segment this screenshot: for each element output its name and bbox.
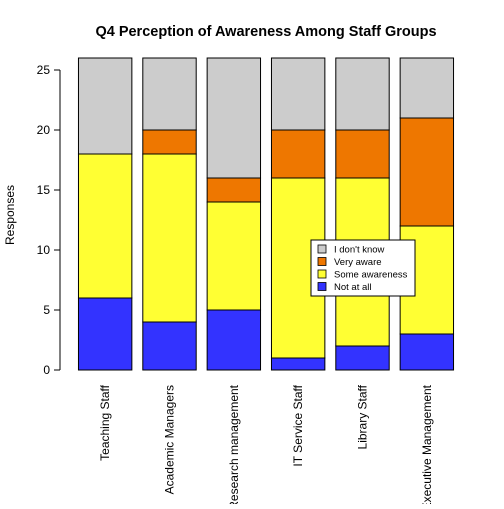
bar-segment (270, 357, 326, 371)
y-tick-label: 15 (37, 183, 51, 197)
bar-segment (335, 57, 390, 131)
y-tick-label: 20 (37, 123, 51, 137)
legend-label: Very aware (334, 257, 382, 268)
bar-segment (142, 129, 197, 155)
x-tick-label: Research management (227, 384, 241, 504)
bar-segment (77, 57, 133, 155)
x-tick-label: Executive Management (420, 384, 434, 504)
bar-segment (77, 297, 133, 371)
y-tick-label: 25 (37, 63, 51, 77)
bar-segment (270, 57, 326, 131)
bar-segment (270, 129, 326, 179)
x-axis-labels: Teaching Staff Academic Managers Research … (98, 384, 434, 509)
bar-segment (77, 153, 133, 299)
bar-segment (142, 321, 197, 371)
bar-segment (142, 57, 197, 131)
bar-segment (206, 309, 262, 371)
bar-segment (206, 201, 262, 311)
bar-segment (399, 117, 455, 227)
y-tick-label: 0 (43, 363, 50, 377)
chart-title: Q4 Perception of Awareness Among Staff G… (95, 24, 436, 40)
bar-segment (399, 57, 455, 119)
x-tick-label: Library Staff (356, 384, 370, 449)
bar-segment (335, 129, 390, 179)
bar-segment (399, 333, 455, 371)
y-axis-label: Responses (3, 185, 17, 245)
x-tick-label: IT Service Staff (291, 384, 305, 466)
legend-label: Some awareness (334, 270, 408, 281)
bars (77, 57, 455, 371)
legend-swatch (317, 269, 327, 279)
legend-swatch (317, 244, 327, 254)
legend-box (310, 239, 416, 297)
bar-segment (206, 57, 262, 179)
y-tick-label: 10 (37, 243, 51, 257)
y-axis: 0 5 10 15 20 25 (37, 63, 61, 377)
legend-swatch (317, 282, 327, 291)
legend-label: I don't know (334, 245, 385, 256)
x-tick-label: Teaching Staff (98, 384, 112, 460)
bar-segment (206, 177, 262, 203)
legend-swatch (317, 257, 327, 266)
bar-segment (142, 153, 197, 323)
legend-label: Not at all (334, 282, 372, 293)
x-tick-label: Academic Managers (163, 385, 177, 494)
bar-segment (335, 345, 390, 371)
y-tick-label: 5 (43, 303, 50, 317)
